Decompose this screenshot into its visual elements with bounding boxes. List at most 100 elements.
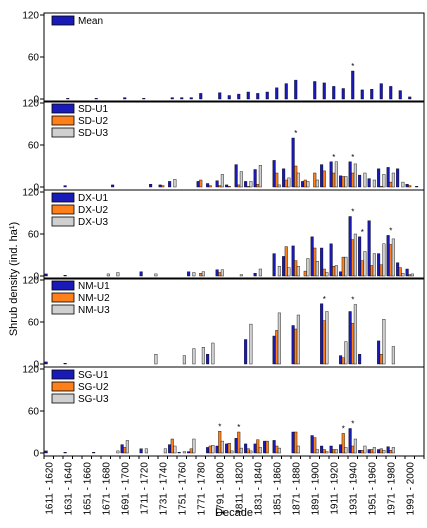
bar [353,233,357,277]
bar [341,176,345,188]
bar [382,450,386,454]
bar [405,183,409,188]
bar [239,447,243,454]
bar [170,438,174,454]
bar [303,179,307,188]
y-tick-label: 60 [28,407,40,418]
bar [360,450,364,454]
bar [192,348,196,365]
bar [277,447,281,454]
bar [201,271,205,277]
bar [215,269,219,277]
bar [218,431,222,454]
bar [294,79,298,100]
bar [391,447,395,454]
bar [306,181,310,188]
bar [386,235,390,277]
x-tick-label: 1891 - 1900 [310,462,321,516]
bar [123,97,127,100]
legend-swatch [51,304,75,315]
bar [377,168,381,188]
bar [329,445,333,454]
bar [310,435,314,454]
bar [234,164,238,188]
bar [353,304,357,365]
bar [351,172,355,188]
significance-asterisk: * [218,422,221,431]
x-tick-label: 1951 - 1960 [367,462,378,516]
bar [154,354,158,365]
bar [123,447,127,454]
bar [189,97,193,100]
significance-asterisk: * [361,228,364,237]
bar [408,96,412,100]
significance-asterisk: * [389,226,392,235]
x-tick-label: 1931 - 1940 [348,462,359,516]
bar [303,270,307,277]
bar [237,431,241,454]
bar [187,271,191,277]
legend-swatch [51,393,75,404]
legend-label: SG-U3 [78,394,109,405]
legend-label: DX-U2 [78,205,108,216]
bar [372,447,376,454]
bar [367,449,371,454]
bar [382,174,386,188]
bar [363,445,367,454]
bar [258,165,262,188]
bar [249,323,253,365]
bar [351,70,355,100]
bar [139,271,143,277]
bar [339,355,343,365]
bar [227,186,231,188]
bar [372,179,376,188]
bar [348,311,352,365]
bar [234,438,238,454]
bar [111,184,115,188]
bar [379,186,383,188]
bar [389,450,393,454]
bar [215,445,219,454]
legend-swatch [51,280,75,291]
significance-asterisk: * [323,295,326,304]
bar [173,179,177,188]
bar [225,443,229,454]
bar [220,174,224,188]
bar [377,449,381,454]
x-axis-title: Decade [215,507,253,519]
bar [227,443,231,454]
bar [291,137,295,188]
bar [344,447,348,454]
bar [405,268,409,277]
legend-label: DX-U1 [78,193,108,204]
x-tick-label: 1811 - 1820 [234,462,245,515]
legend-swatch [51,15,75,26]
bar [398,90,402,100]
bar [199,179,203,188]
legend-swatch [51,381,75,392]
bar [367,220,371,277]
bar [256,183,260,188]
bar [291,325,295,365]
bar [379,83,383,100]
bar [363,251,367,277]
x-tick-label: 1971 - 1980 [386,462,397,516]
bar [294,260,298,277]
bar [177,452,181,454]
bar [44,361,48,365]
bar [344,341,348,365]
bar [253,273,257,277]
bar [313,81,317,100]
bar [301,181,305,188]
y-tick-label: 0 [33,183,39,194]
bar [149,183,153,188]
bar [315,179,319,188]
bar [189,448,193,454]
y-tick-label: 120 [22,276,39,287]
bar [168,181,172,188]
bar [142,98,146,100]
bar [182,451,186,454]
bar [313,247,317,277]
bar [239,274,243,277]
bar [218,272,222,277]
